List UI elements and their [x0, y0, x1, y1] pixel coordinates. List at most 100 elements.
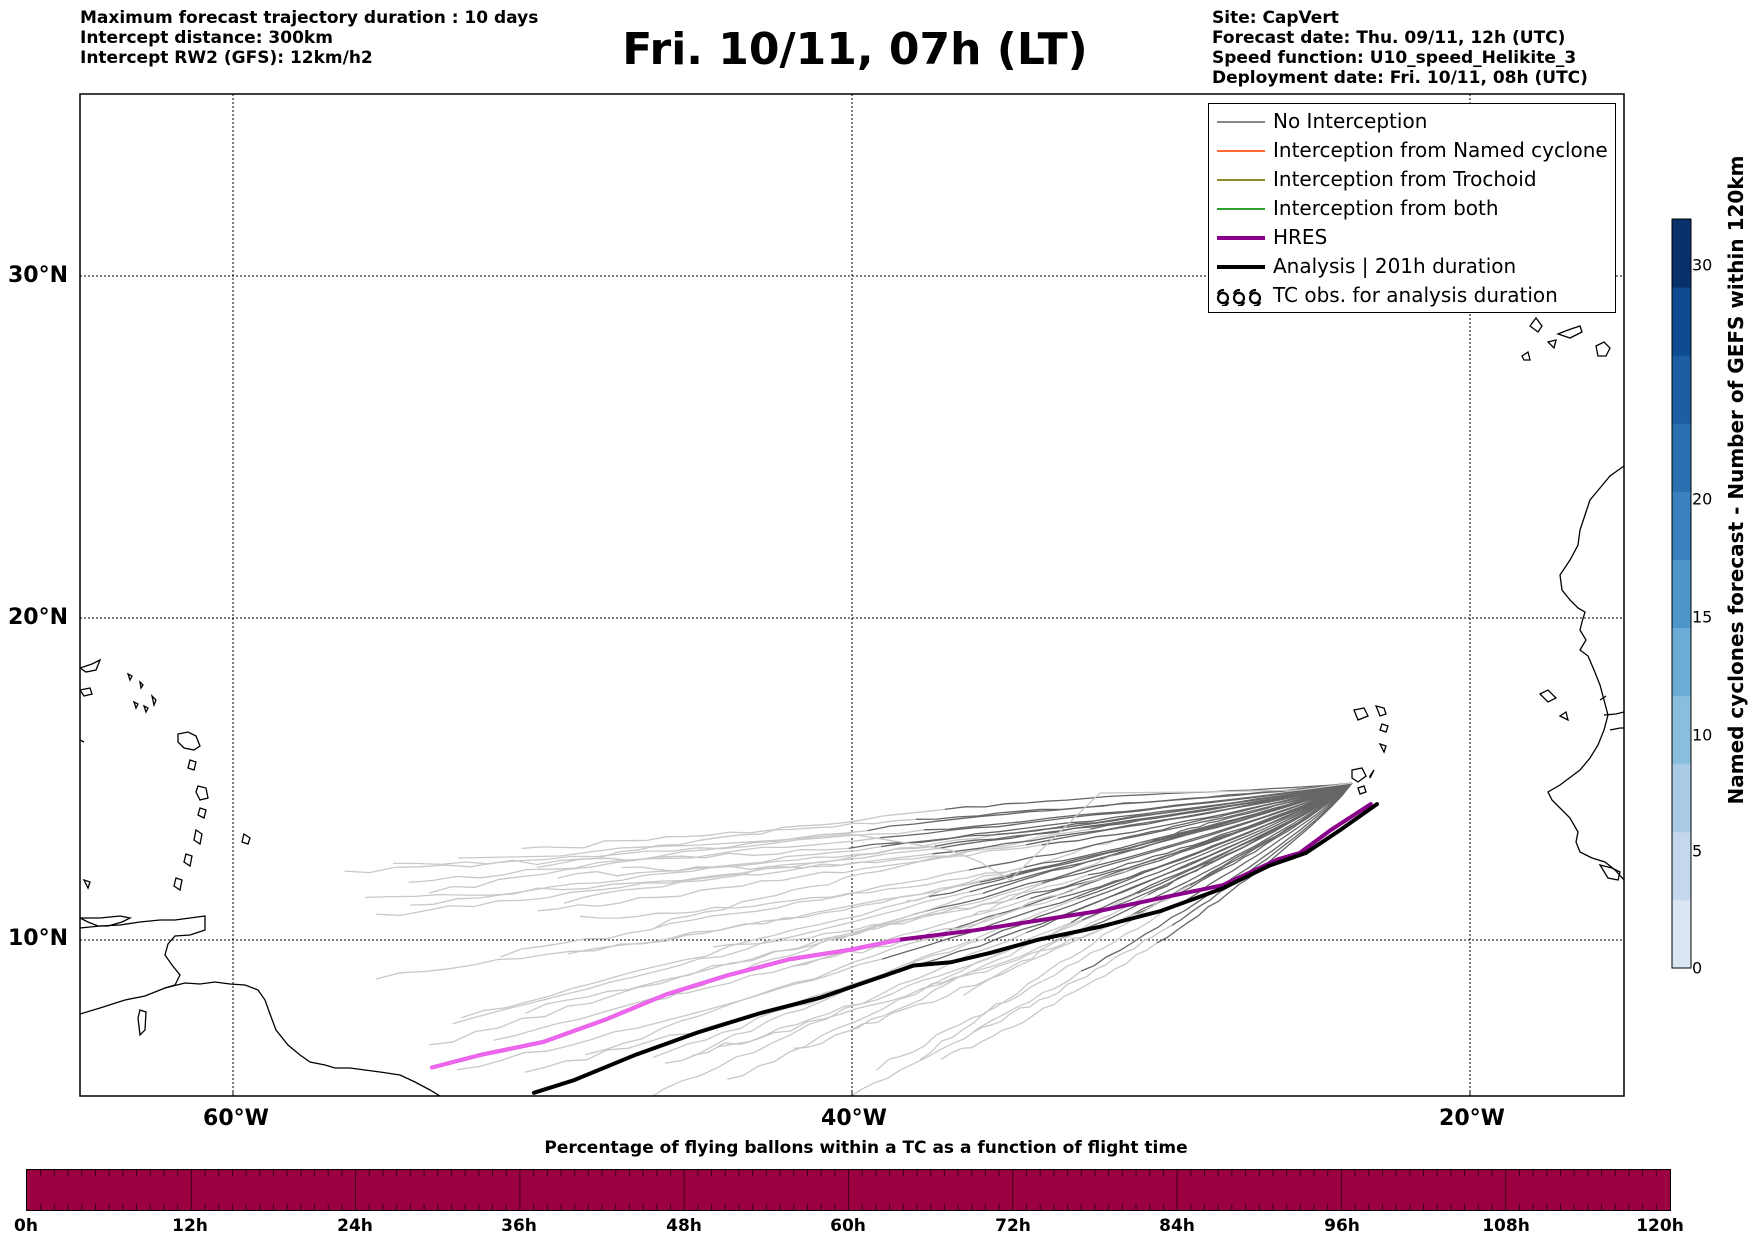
ensemble-member-line — [867, 782, 1353, 832]
legend-label: Interception from Trochoid — [1273, 167, 1537, 191]
colorbar-title: Named cyclones forecast - Number of GEFS… — [1724, 155, 1748, 805]
ensemble-member-line — [984, 782, 1353, 940]
colorbar-tick-0: 0 — [1692, 958, 1703, 978]
hres-line-late — [430, 937, 901, 1070]
colorbar-segment — [1672, 423, 1691, 492]
ensemble-member-line — [1041, 782, 1353, 846]
colorbar-segment — [1672, 355, 1691, 424]
colorbar-tick-20: 20 — [1692, 489, 1713, 509]
colorbar-frame — [1671, 218, 1692, 969]
ensemble-member-line — [691, 940, 1056, 1057]
ensemble-member-line — [493, 897, 1031, 1041]
flight-time-percentage-bar — [26, 1169, 1671, 1211]
ensemble-member-line — [409, 845, 882, 906]
flight-time-tick-84h: 84h — [1159, 1216, 1195, 1236]
flight-time-tick-24h: 24h — [337, 1216, 373, 1236]
ensemble-member-line — [923, 782, 1353, 831]
lon-label-60w: 60°W — [203, 1106, 269, 1131]
ensemble-member-line — [537, 844, 1027, 912]
site-text: Site: CapVert — [1212, 8, 1339, 28]
ensemble-member-line — [881, 782, 1353, 960]
legend-swatch — [1217, 236, 1265, 240]
colorbar-tick-5: 5 — [1692, 841, 1703, 861]
analysis-trajectory — [531, 802, 1379, 1095]
ensemble-member-line — [876, 905, 1175, 1071]
flight-time-bar-ticks — [27, 1170, 1670, 1210]
ensemble-member-line — [934, 782, 1353, 847]
ensemble-member-line — [848, 782, 1353, 850]
colorbar-segment — [1672, 219, 1691, 288]
ensemble-member-line — [393, 847, 849, 866]
flight-time-tick-108h: 108h — [1482, 1216, 1530, 1236]
ensemble-member-line — [537, 808, 945, 869]
cyclone-symbols-icon — [1216, 288, 1262, 306]
ensemble-member-line — [932, 782, 1353, 855]
flight-time-tick-72h: 72h — [995, 1216, 1031, 1236]
ensemble-member-line — [585, 929, 950, 1056]
legend-swatch — [1217, 179, 1265, 181]
legend-label: HRES — [1273, 225, 1328, 249]
lat-label-20n: 20°N — [8, 605, 69, 630]
ensemble-member-line — [408, 837, 881, 884]
flight-time-tick-60h: 60h — [830, 1216, 866, 1236]
legend-item-named-cyclone: Interception from Named cyclone — [1209, 137, 1615, 165]
legend-label: Interception from Named cyclone — [1273, 138, 1608, 162]
legend-item-hres: HRES — [1209, 224, 1615, 252]
ensemble-member-line — [457, 782, 1353, 881]
colorbar-segment — [1672, 831, 1691, 901]
colorbar-segment — [1672, 763, 1691, 833]
ensemble-member-line — [963, 894, 1149, 997]
legend-label: Analysis | 201h duration — [1273, 254, 1517, 278]
colorbar-segment — [1672, 287, 1691, 356]
flight-time-tick-120h: 120h — [1636, 1216, 1684, 1236]
colorbar-tick-30: 30 — [1692, 255, 1713, 275]
ensemble-member-line — [500, 869, 969, 958]
legend-label: No Interception — [1273, 109, 1428, 133]
ensemble-member-line — [944, 782, 1353, 811]
lon-label-20w: 20°W — [1439, 1106, 1505, 1131]
ensemble-member-line — [793, 916, 1129, 1049]
flight-time-tick-96h: 96h — [1324, 1216, 1360, 1236]
forecast-parameters: Maximum forecast trajectory duration : 1… — [80, 8, 538, 68]
flight-time-bar-title: Percentage of flying ballons within a TC… — [544, 1138, 1188, 1158]
intercept-rw2-text: Intercept RW2 (GFS): 12km/h2 — [80, 48, 373, 68]
flight-time-tick-48h: 48h — [666, 1216, 702, 1236]
map-legend: No Interception Interception from Named … — [1208, 103, 1616, 313]
colorbar-segment — [1672, 627, 1691, 697]
ensemble-trajectories — [344, 782, 1353, 1096]
legend-item-both: Interception from both — [1209, 195, 1615, 223]
ensemble-member-line — [972, 924, 1173, 1034]
page-title: Fri. 10/11, 07h (LT) — [622, 24, 1088, 75]
colorbar-tick-10: 10 — [1692, 725, 1713, 745]
legend-item-trochoid: Interception from Trochoid — [1209, 166, 1615, 194]
ensemble-member-line — [1016, 782, 1353, 900]
ensemble-member-line — [917, 782, 1353, 966]
ensemble-member-line — [1054, 782, 1353, 942]
colorbar-segment — [1672, 899, 1691, 969]
ensemble-member-line — [456, 958, 883, 1071]
ensemble-member-line — [880, 782, 1353, 839]
ensemble-member-line — [452, 891, 970, 1025]
flight-time-tick-12h: 12h — [172, 1216, 208, 1236]
site-info: Site: CapVert Forecast date: Thu. 09/11,… — [1212, 8, 1588, 88]
colorbar-tick-15: 15 — [1692, 607, 1713, 627]
ensemble-member-line — [850, 970, 1082, 1096]
ensemble-member-line — [823, 874, 1089, 941]
ensemble-member-line — [376, 847, 938, 917]
deployment-date-text: Deployment date: Fri. 10/11, 08h (UTC) — [1212, 68, 1588, 88]
ensemble-member-line — [982, 782, 1353, 894]
flight-time-tick-0h: 0h — [14, 1216, 38, 1236]
analysis-line — [531, 802, 1379, 1095]
legend-label: TC obs. for analysis duration — [1273, 283, 1558, 307]
legend-item-no-interception: No Interception — [1209, 108, 1615, 136]
lat-label-10n: 10°N — [8, 926, 69, 951]
flight-time-tick-36h: 36h — [501, 1216, 537, 1236]
ensemble-member-line — [521, 818, 917, 850]
ensemble-member-line — [940, 942, 1158, 1061]
ensemble-member-line — [1010, 782, 1353, 875]
colorbar-segment — [1672, 491, 1691, 560]
ensemble-member-line — [1147, 782, 1353, 896]
forecast-date-text: Forecast date: Thu. 09/11, 12h (UTC) — [1212, 28, 1566, 48]
ensemble-member-line — [919, 884, 1191, 1061]
